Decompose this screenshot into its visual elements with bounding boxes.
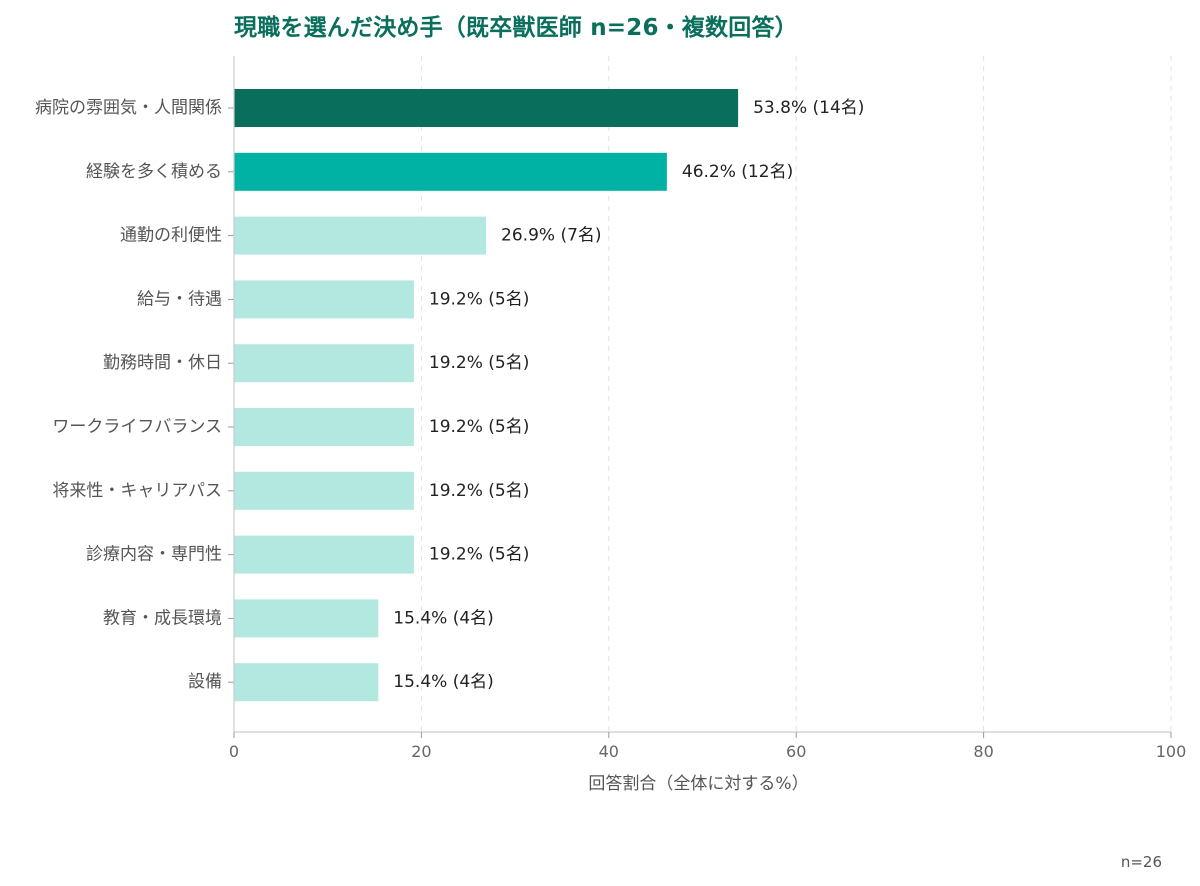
value-label: 46.2% (12名)	[682, 162, 793, 182]
bar	[234, 280, 414, 319]
sample-size-note: n=26	[1120, 853, 1162, 871]
chart-title: 現職を選んだ決め手（既卒獣医師 n=26・複数回答）	[234, 15, 798, 41]
value-label: 19.2% (5名)	[429, 545, 530, 565]
category-label: 経験を多く積める	[86, 162, 222, 182]
value-label: 19.2% (5名)	[429, 353, 530, 373]
value-label: 15.4% (4名)	[393, 672, 494, 692]
x-tick-label: 0	[229, 742, 239, 761]
x-tick-label: 60	[786, 742, 806, 761]
bar	[234, 216, 487, 255]
bar	[234, 152, 667, 191]
bar	[234, 599, 379, 638]
bar	[234, 663, 379, 702]
x-tick-label: 80	[973, 742, 993, 761]
category-label: 教育・成長環境	[103, 608, 222, 628]
x-tick-label: 40	[599, 742, 619, 761]
category-label: 将来性・キャリアパス	[52, 481, 222, 501]
category-label: 診療内容・専門性	[86, 545, 222, 565]
category-label: 給与・待遇	[137, 289, 222, 309]
value-label: 15.4% (4名)	[393, 608, 494, 628]
bar	[234, 408, 414, 446]
x-axis-title: 回答割合（全体に対する%）	[588, 774, 808, 794]
x-tick-label: 100	[1156, 742, 1187, 761]
value-label: 26.9% (7名)	[501, 226, 601, 246]
value-label: 19.2% (5名)	[429, 481, 530, 501]
value-label: 53.8% (14名)	[753, 98, 864, 118]
x-tick-label: 20	[411, 742, 431, 761]
category-label: 病院の雰囲気・人間関係	[35, 98, 222, 118]
value-label: 19.2% (5名)	[429, 289, 530, 309]
value-label: 19.2% (5名)	[429, 417, 530, 437]
category-label: 通勤の利便性	[120, 226, 222, 246]
bar	[234, 535, 414, 574]
category-label: 設備	[188, 672, 222, 692]
bar	[234, 471, 414, 510]
bar	[234, 89, 739, 127]
category-label: ワークライフバランス	[52, 417, 222, 437]
bar	[234, 344, 414, 383]
category-label: 勤務時間・休日	[103, 353, 222, 373]
